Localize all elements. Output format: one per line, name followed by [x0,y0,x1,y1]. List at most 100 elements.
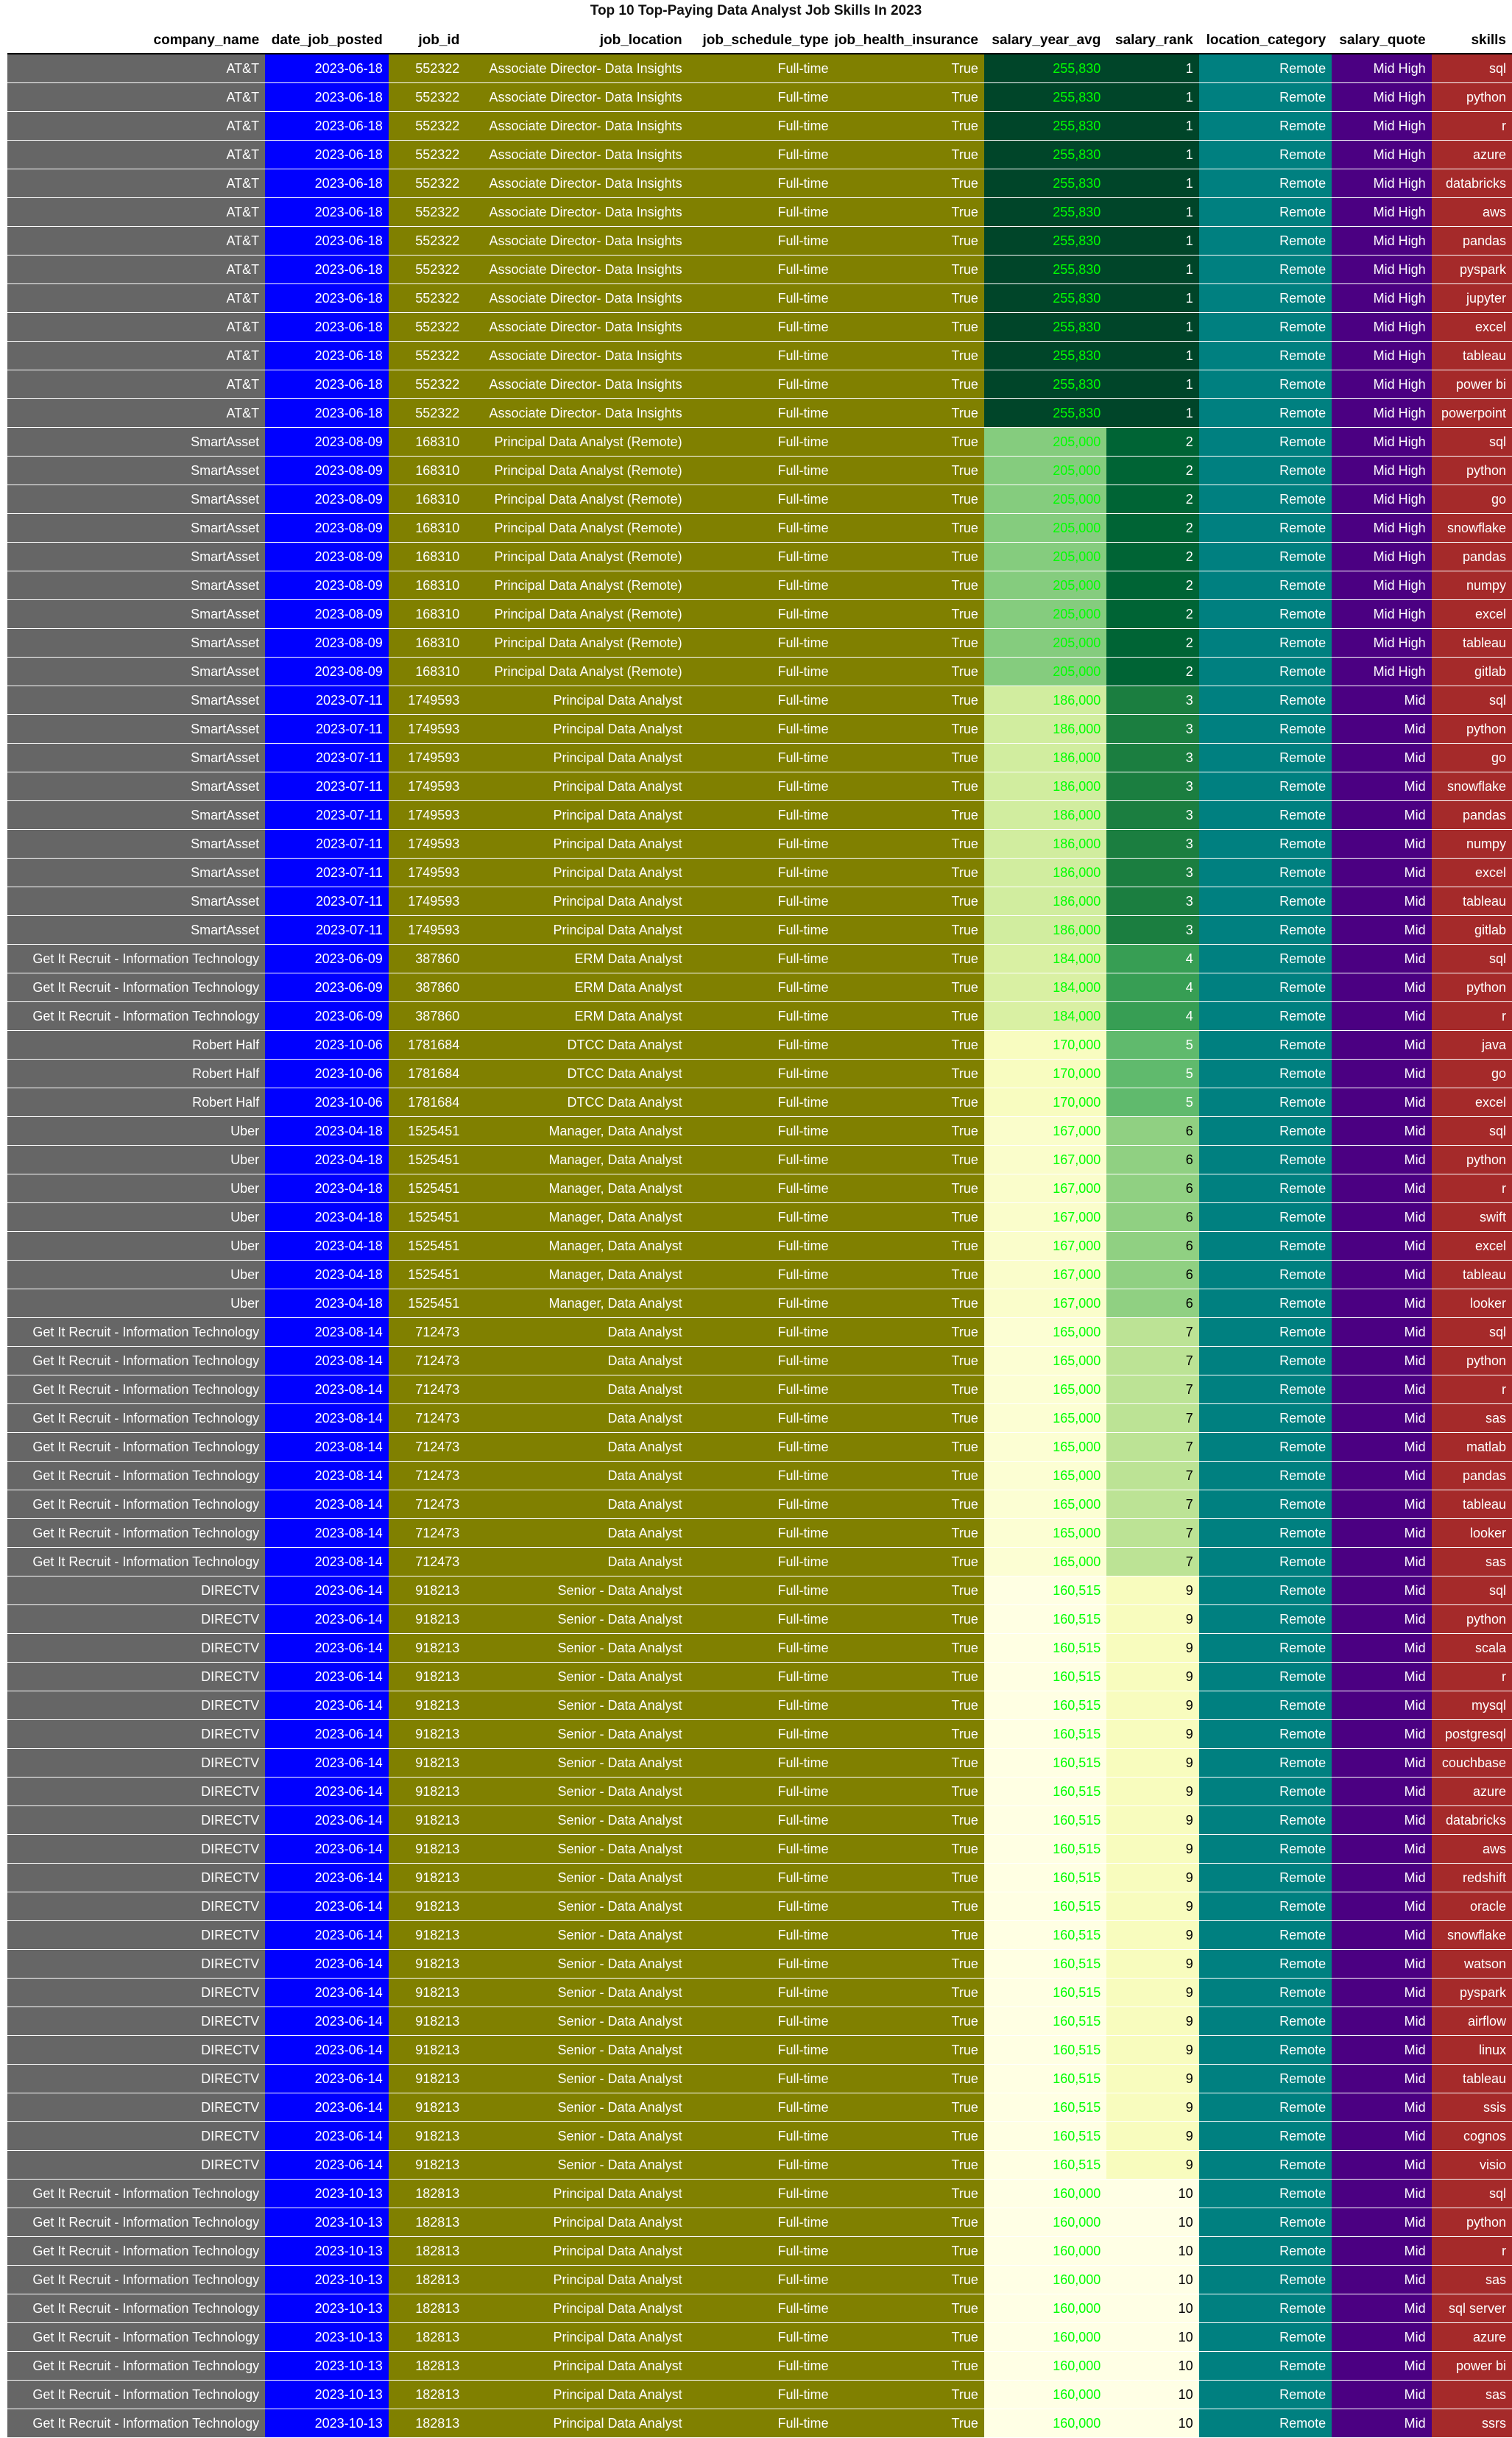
col-header-salary-quote[interactable]: salary_quote [1332,28,1432,54]
cell-location-category: Remote [1198,169,1332,198]
cell-job-schedule-type: Full-time [688,1346,835,1375]
cell-salary-rank: 9 [1106,2035,1199,2065]
cell-skill: scala [1431,1633,1512,1663]
cell-job-location: Senior - Data Analyst [465,1662,688,1691]
cell-job-location: Principal Data Analyst [465,743,688,772]
cell-skill: gitlab [1431,915,1512,945]
cell-job-health-insurance: True [834,1748,984,1778]
cell-salary-rank: 6 [1106,1231,1199,1261]
cell-job-id: 168310 [388,599,466,629]
col-header-location-category[interactable]: location_category [1198,28,1332,54]
table-row: SmartAsset 2023-07-11 1749593 Principal Dat… [7,686,1512,715]
cell-company-name: AT&T [7,82,266,112]
cell-location-category: Remote [1198,2064,1332,2093]
cell-salary-quote: Mid [1332,1202,1432,1232]
col-header-job-health-insurance[interactable]: job_health_insurance [834,28,984,54]
cell-skill: r [1431,1174,1512,1203]
table-row: Uber 2023-04-18 1525451 Manager, Data Analy… [7,1202,1512,1232]
cell-salary-rank: 5 [1106,1088,1199,1117]
cell-job-schedule-type: Full-time [688,2150,835,2180]
cell-salary-rank: 10 [1106,2322,1199,2352]
col-header-job-schedule-type[interactable]: job_schedule_type [688,28,835,54]
cell-salary-rank: 9 [1106,2007,1199,2036]
cell-skill: airflow [1431,2007,1512,2036]
cell-salary-rank: 2 [1106,657,1199,686]
cell-company-name: Get It Recruit - Information Technology [7,944,266,973]
cell-company-name: Get It Recruit - Information Technology [7,1547,266,1576]
col-header-company-name[interactable]: company_name [7,28,266,54]
cell-job-id: 552322 [388,82,466,112]
cell-job-schedule-type: Full-time [688,255,835,284]
cell-job-health-insurance: True [834,743,984,772]
cell-salary-quote: Mid High [1332,657,1432,686]
cell-job-location: Manager, Data Analyst [465,1145,688,1174]
col-header-job-id[interactable]: job_id [388,28,466,54]
cell-job-location: Associate Director- Data Insights [465,82,688,112]
cell-salary-quote: Mid [1332,1088,1432,1117]
cell-date-job-posted: 2023-06-18 [265,312,389,342]
cell-company-name: Get It Recruit - Information Technology [7,2236,266,2266]
cell-location-category: Remote [1198,1490,1332,1519]
cell-salary-rank: 3 [1106,829,1199,859]
cell-company-name: AT&T [7,169,266,198]
cell-job-health-insurance: True [834,1863,984,1892]
cell-location-category: Remote [1198,341,1332,370]
cell-job-location: Senior - Data Analyst [465,1949,688,1979]
table-row: DIRECTV 2023-06-14 918213 Senior - Data Ana… [7,2093,1512,2122]
cell-job-schedule-type: Full-time [688,2351,835,2381]
cell-location-category: Remote [1198,1059,1332,1088]
col-header-salary-rank[interactable]: salary_rank [1106,28,1199,54]
cell-job-location: Principal Data Analyst (Remote) [465,427,688,457]
cell-salary-year-avg: 165,000 [983,1317,1107,1347]
cell-job-location: Senior - Data Analyst [465,1805,688,1835]
cell-salary-quote: Mid [1332,2294,1432,2323]
col-header-date-job-posted[interactable]: date_job_posted [265,28,389,54]
cell-date-job-posted: 2023-06-18 [265,111,389,141]
cell-salary-year-avg: 205,000 [983,456,1107,485]
cell-salary-quote: Mid High [1332,169,1432,198]
cell-salary-rank: 9 [1106,1805,1199,1835]
cell-location-category: Remote [1198,2093,1332,2122]
cell-salary-year-avg: 205,000 [983,571,1107,600]
cell-salary-quote: Mid [1332,1030,1432,1060]
cell-skill: jupyter [1431,283,1512,313]
cell-job-location: Senior - Data Analyst [465,1633,688,1663]
cell-salary-rank: 1 [1106,283,1199,313]
cell-skill: python [1431,456,1512,485]
cell-job-location: Principal Data Analyst [465,2294,688,2323]
cell-job-id: 168310 [388,571,466,600]
cell-location-category: Remote [1198,571,1332,600]
col-header-salary-year-avg[interactable]: salary_year_avg [983,28,1107,54]
cell-salary-year-avg: 255,830 [983,255,1107,284]
table-row: Uber 2023-04-18 1525451 Manager, Data Analy… [7,1145,1512,1174]
table-row: SmartAsset 2023-08-09 168310 Principal Data… [7,599,1512,629]
cell-company-name: SmartAsset [7,887,266,916]
cell-salary-quote: Mid [1332,887,1432,916]
cell-skill: sql [1431,686,1512,715]
cell-company-name: AT&T [7,283,266,313]
cell-salary-year-avg: 160,515 [983,1633,1107,1663]
table-row: Uber 2023-04-18 1525451 Manager, Data Analy… [7,1116,1512,1146]
cell-job-id: 182813 [388,2409,466,2438]
cell-company-name: Robert Half [7,1030,266,1060]
cell-job-health-insurance: True [834,283,984,313]
cell-location-category: Remote [1198,829,1332,859]
cell-job-location: Data Analyst [465,1317,688,1347]
cell-salary-year-avg: 167,000 [983,1145,1107,1174]
cell-job-health-insurance: True [834,973,984,1002]
cell-job-schedule-type: Full-time [688,1949,835,1979]
cell-job-id: 1749593 [388,858,466,887]
cell-salary-quote: Mid [1332,2322,1432,2352]
col-header-job-location[interactable]: job_location [465,28,688,54]
table-row: Get It Recruit - Information Technology 2… [7,1317,1512,1347]
cell-job-location: Associate Director- Data Insights [465,370,688,399]
cell-job-health-insurance: True [834,800,984,830]
cell-job-schedule-type: Full-time [688,2035,835,2065]
cell-salary-quote: Mid [1332,1576,1432,1605]
cell-location-category: Remote [1198,513,1332,543]
cell-salary-year-avg: 255,830 [983,140,1107,169]
cell-date-job-posted: 2023-06-18 [265,54,389,83]
cell-location-category: Remote [1198,1777,1332,1806]
cell-location-category: Remote [1198,887,1332,916]
col-header-skills[interactable]: skills [1431,28,1512,54]
